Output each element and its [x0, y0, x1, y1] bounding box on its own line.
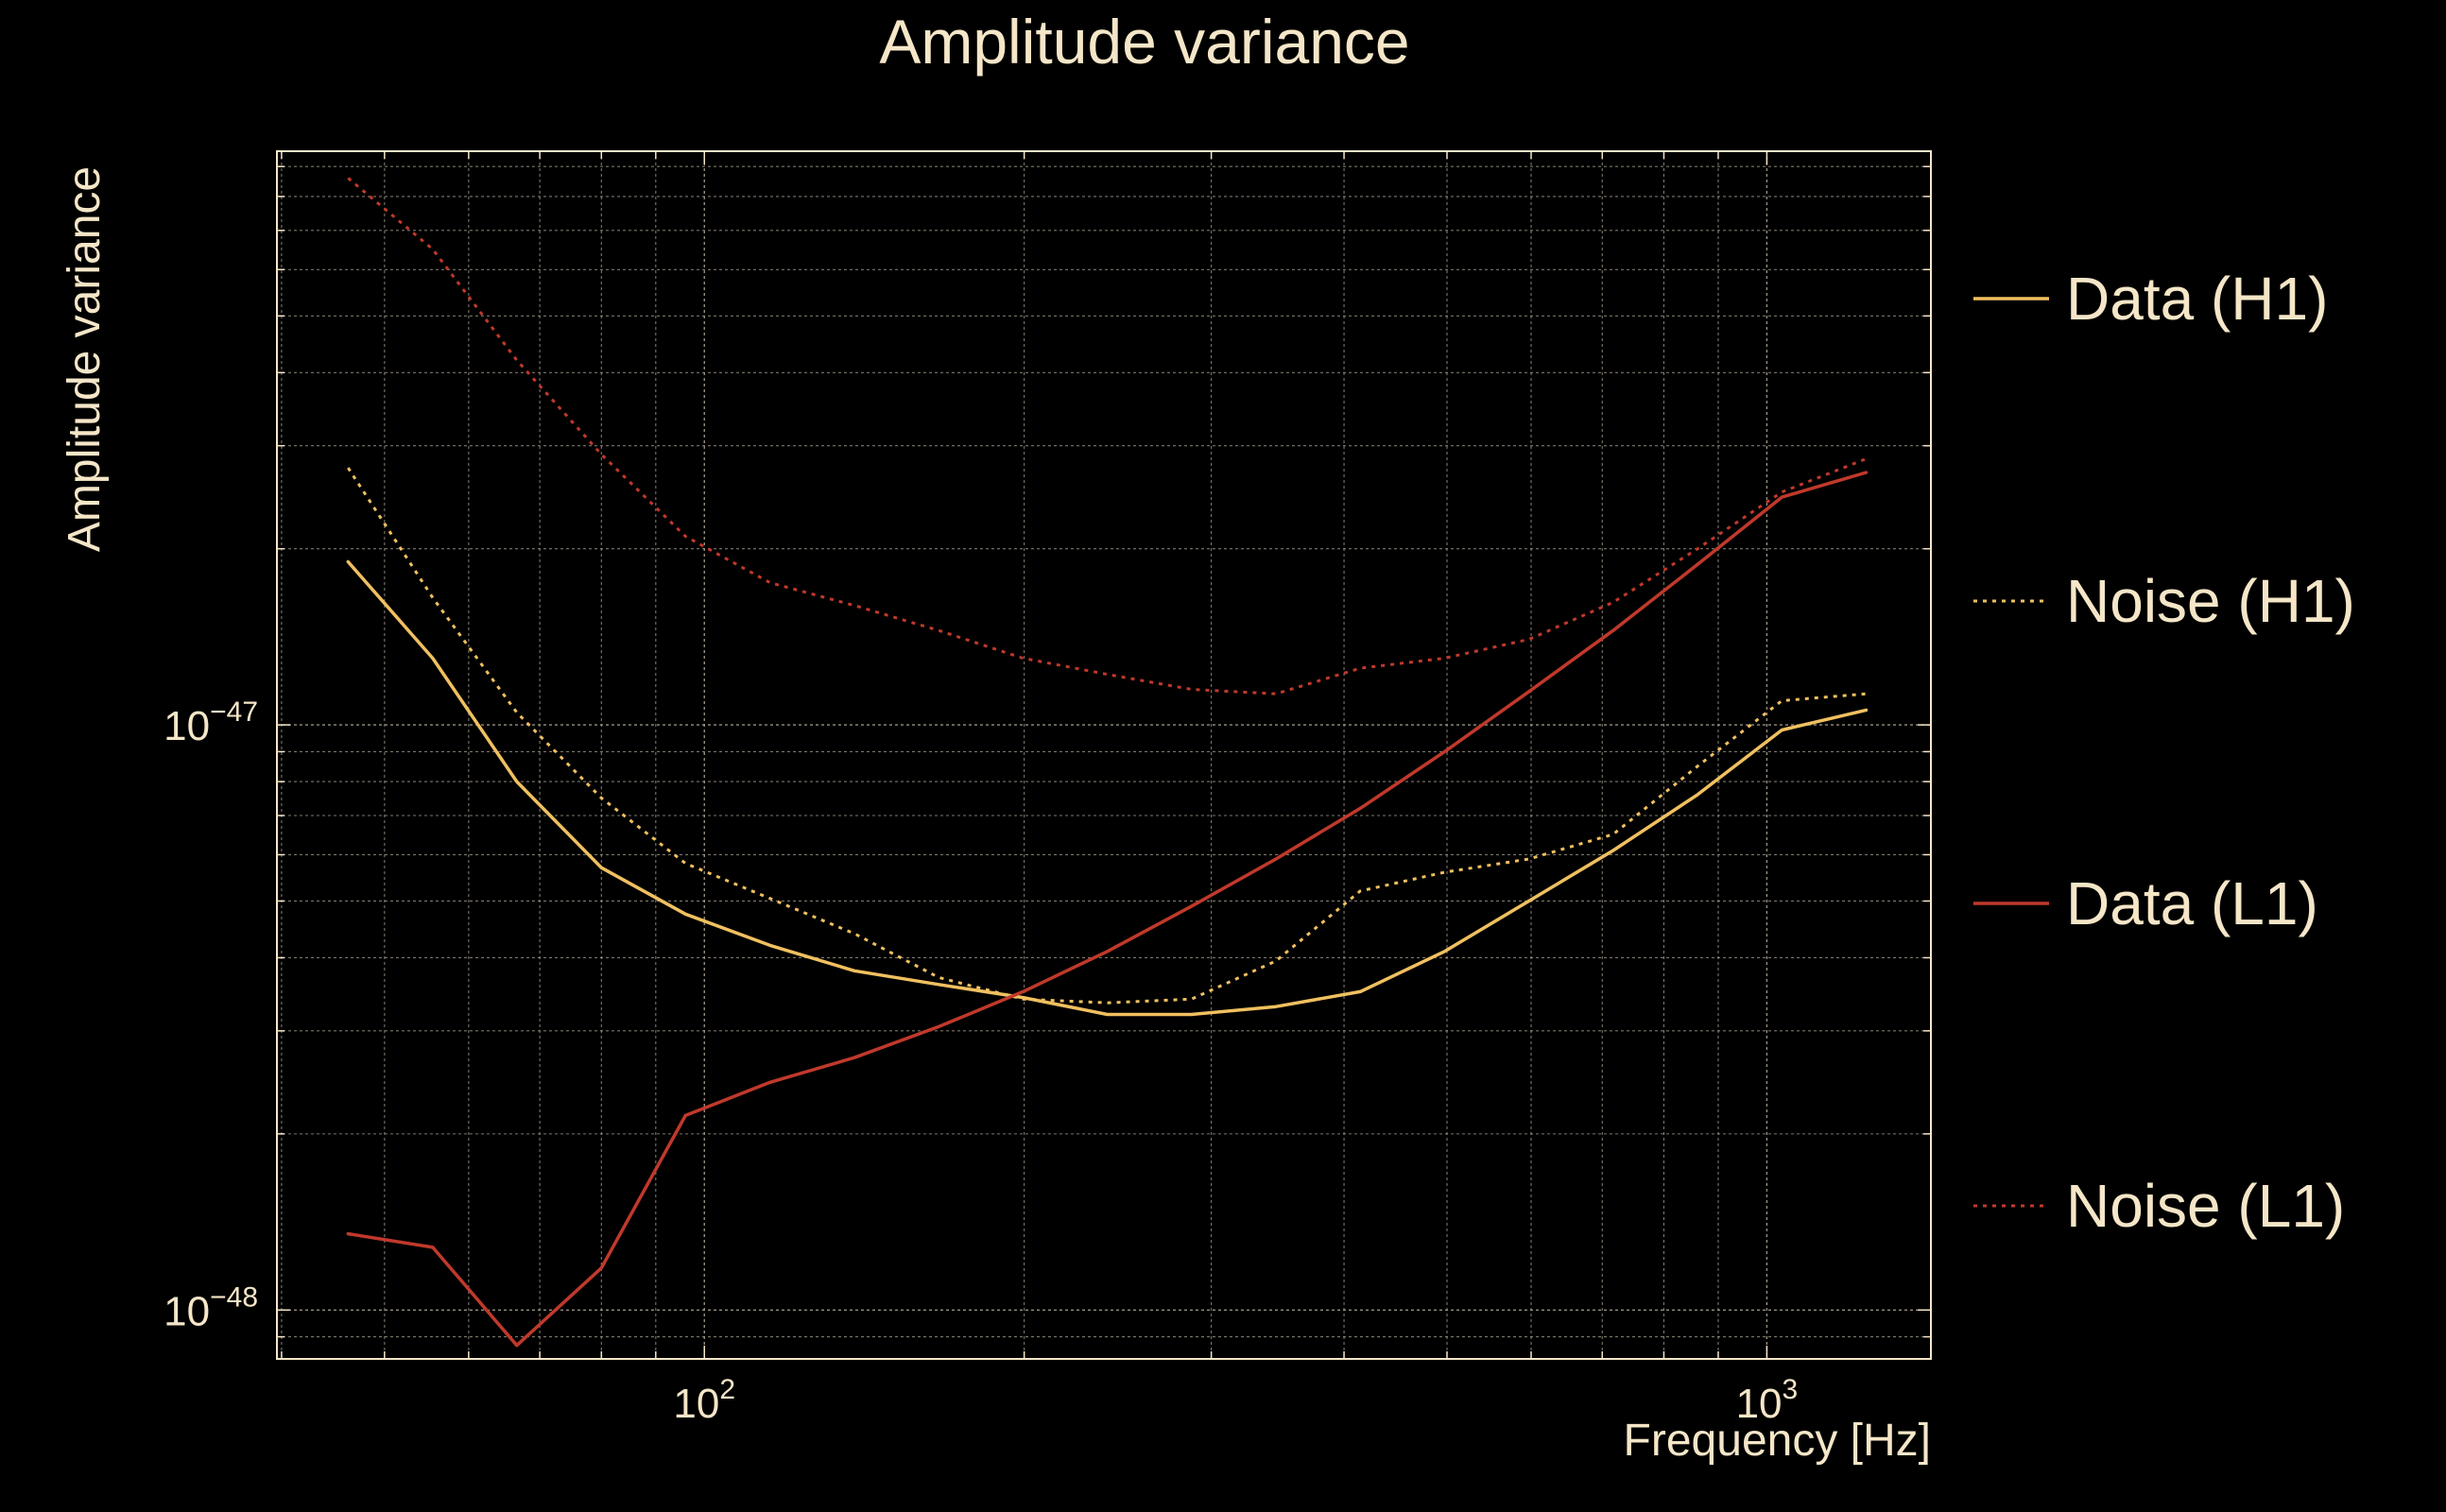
series-line-1	[346, 559, 1869, 1017]
grid	[277, 151, 1931, 1359]
y-tick-label-mantissa: 10	[164, 1288, 210, 1334]
legend-label: Noise (H1)	[2066, 567, 2355, 635]
x-tick-label-mantissa: 10	[673, 1381, 719, 1427]
legend-label: Data (L1)	[2066, 869, 2318, 937]
x-tick-label-mantissa: 10	[1736, 1381, 1783, 1427]
x-tick-label-exponent: 2	[719, 1374, 735, 1405]
legend-label: Noise (L1)	[2066, 1172, 2345, 1240]
x-tick-label-exponent: 3	[1783, 1374, 1799, 1405]
plot-lines	[346, 177, 1869, 1348]
x-tick-label: 102	[673, 1374, 735, 1427]
axis-ticks	[277, 151, 1931, 1359]
y-tick-label: 10−48	[164, 1281, 258, 1334]
y-tick-label-mantissa: 10	[164, 703, 210, 749]
legend: Data (H1) Noise (H1) Data (L1) Noise (L1)	[1973, 265, 2355, 1240]
y-axis-label: Amplitude variance	[60, 166, 110, 552]
y-tick-label-exponent: −48	[210, 1281, 258, 1313]
y-tick-label: 10−47	[164, 696, 258, 749]
legend-label: Data (H1)	[2066, 265, 2328, 333]
y-tick-label-exponent: −47	[210, 696, 258, 728]
chart-title: Amplitude variance	[879, 7, 1409, 77]
x-axis-label: Frequency [Hz]	[1624, 1416, 1931, 1466]
series-line-3	[346, 471, 1869, 1348]
plot-frame	[276, 150, 1932, 1360]
series-line-2	[347, 467, 1867, 1005]
x-tick-label: 103	[1736, 1374, 1799, 1427]
